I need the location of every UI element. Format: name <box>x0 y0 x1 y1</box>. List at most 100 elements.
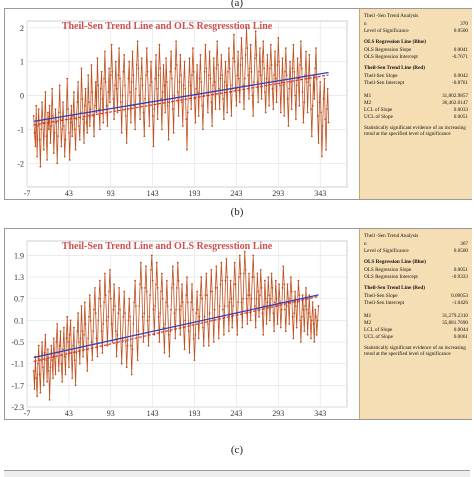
conclusion-note: Statistically significant evidence of an… <box>364 125 466 138</box>
ols-stat-row-label: OLS Regression Intercept <box>364 274 418 280</box>
data-point <box>216 287 219 289</box>
data-point <box>117 74 120 77</box>
data-point <box>289 60 291 63</box>
data-point <box>290 108 293 110</box>
data-point <box>161 272 163 275</box>
data-point <box>59 330 62 333</box>
data-point <box>94 81 97 83</box>
data-point <box>265 323 268 325</box>
data-point <box>274 279 277 282</box>
data-point <box>159 67 162 70</box>
data-point <box>67 108 69 110</box>
data-point <box>127 319 130 322</box>
data-point <box>318 101 321 104</box>
ols-stat-row-label: OLS Regression Intercept <box>364 54 418 60</box>
data-point <box>230 297 233 300</box>
test-stat-row-label: UCL of Slope <box>364 114 393 120</box>
data-point <box>207 74 210 77</box>
data-point <box>159 312 162 315</box>
data-point <box>295 118 297 121</box>
data-point <box>140 287 143 289</box>
stats-row-label: n <box>364 241 367 247</box>
data-point <box>193 359 196 361</box>
data-point <box>94 312 97 315</box>
test-stat-row: UCL of Slope 0.0051 <box>364 114 468 120</box>
data-point <box>59 118 62 121</box>
data-point <box>209 290 212 293</box>
data-point <box>150 60 152 63</box>
data-point <box>192 70 195 73</box>
data-point <box>184 319 187 322</box>
data-point <box>92 330 95 333</box>
data-point <box>228 47 230 49</box>
data-point <box>251 94 254 97</box>
data-point <box>102 121 105 124</box>
data-point <box>52 337 55 340</box>
data-point <box>276 64 279 66</box>
data-point <box>136 40 139 43</box>
data-point <box>261 60 264 63</box>
data-point <box>201 104 204 107</box>
data-point <box>300 40 302 43</box>
theil-sen-trend-line <box>33 74 329 126</box>
data-point <box>247 294 250 296</box>
data-point <box>200 276 203 278</box>
data-point <box>49 366 52 369</box>
data-point <box>238 254 241 257</box>
data-point <box>94 287 96 289</box>
data-point <box>283 115 286 117</box>
data-point <box>71 377 74 379</box>
data-point <box>293 70 296 73</box>
theil-sen-section-title-label: Theil-Sen Trend Line (Red) <box>364 285 425 291</box>
data-point <box>260 287 263 289</box>
chart-2-stats-panel: Theil -Sen Trend Analysis n 367 Level of Si… <box>359 229 472 419</box>
data-point <box>197 115 200 117</box>
data-point <box>273 74 275 77</box>
data-point <box>70 104 73 107</box>
data-point <box>190 301 193 304</box>
data-point <box>222 308 224 311</box>
data-point <box>35 104 38 107</box>
data-point <box>243 250 246 253</box>
data-point <box>191 74 193 77</box>
data-point <box>46 159 48 161</box>
data-point <box>203 70 206 73</box>
data-point <box>245 297 248 300</box>
data-point <box>248 98 250 100</box>
data-point <box>83 142 85 144</box>
data-point <box>284 47 287 49</box>
data-point <box>207 344 210 347</box>
y-tick-label: -1.1 <box>11 360 24 369</box>
data-point <box>73 128 76 131</box>
data-point <box>171 108 174 110</box>
data-point <box>294 94 296 97</box>
data-point <box>140 77 142 80</box>
data-point <box>257 101 260 104</box>
theil-sen-stat-row: Theil-Sen Slope 0.00053 <box>364 293 468 299</box>
data-point <box>184 87 187 90</box>
data-point <box>260 98 263 100</box>
data-point <box>301 91 304 93</box>
data-point <box>71 135 74 138</box>
data-point <box>88 101 90 104</box>
y-tick-label: 1 <box>20 58 24 67</box>
data-point <box>274 77 277 80</box>
data-point <box>83 301 86 304</box>
theil-sen-section-title: Theil-Sen Trend Line (Red) <box>364 65 468 71</box>
data-point <box>259 74 262 77</box>
data-point <box>252 115 255 117</box>
data-point <box>78 341 80 343</box>
y-tick-label: 1.9 <box>14 251 24 260</box>
data-point <box>46 380 48 383</box>
data-point <box>78 362 81 365</box>
x-tick-label: 93 <box>107 409 115 418</box>
x-tick-label: 293 <box>272 409 284 418</box>
data-point <box>84 323 87 325</box>
data-point <box>165 57 168 60</box>
stats-row-value: 370 <box>460 21 468 27</box>
data-point <box>192 47 194 49</box>
data-point <box>296 301 299 304</box>
data-point <box>273 330 275 333</box>
data-point <box>268 104 270 107</box>
ols-stat-row-label: OLS Regression Slope <box>364 47 412 53</box>
